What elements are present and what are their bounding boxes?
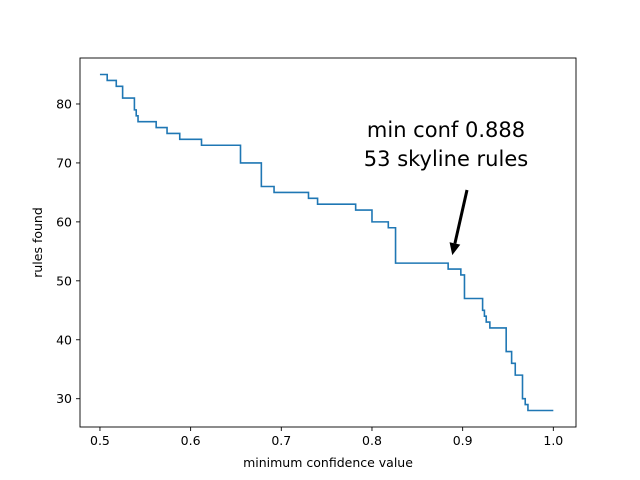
y-axis-label: rules found <box>30 207 45 278</box>
x-tick-label: 1.0 <box>543 433 563 448</box>
y-tick-label: 60 <box>56 214 72 229</box>
annotation-arrow-head <box>449 242 461 256</box>
y-axis-ticks: 30 40 50 60 70 80 <box>56 96 80 406</box>
annotation-line-2: 53 skyline rules <box>364 147 528 171</box>
annotation-line-1: min conf 0.888 <box>367 118 525 142</box>
y-tick-label: 40 <box>56 332 72 347</box>
x-tick-label: 0.9 <box>453 433 473 448</box>
axes-background <box>80 58 576 427</box>
y-tick-label: 80 <box>56 96 72 111</box>
axes-frame <box>79 57 577 428</box>
series-line <box>99 73 554 412</box>
y-tick-label: 50 <box>56 273 72 288</box>
x-tick-label: 0.5 <box>90 433 110 448</box>
y-tick-label: 70 <box>56 155 72 170</box>
annotation-arrow-shaft <box>453 189 469 244</box>
x-tick-label: 0.6 <box>181 433 201 448</box>
x-tick-label: 0.8 <box>362 433 382 448</box>
y-tick-label: 30 <box>56 391 72 406</box>
x-axis-ticks: 0.5 0.6 0.7 0.8 0.9 1.0 <box>90 427 563 448</box>
x-axis-label: minimum confidence value <box>243 455 413 470</box>
annotation: min conf 0.888 53 skyline rules <box>364 118 528 256</box>
x-tick-label: 0.7 <box>271 433 291 448</box>
plot-area <box>80 58 576 427</box>
